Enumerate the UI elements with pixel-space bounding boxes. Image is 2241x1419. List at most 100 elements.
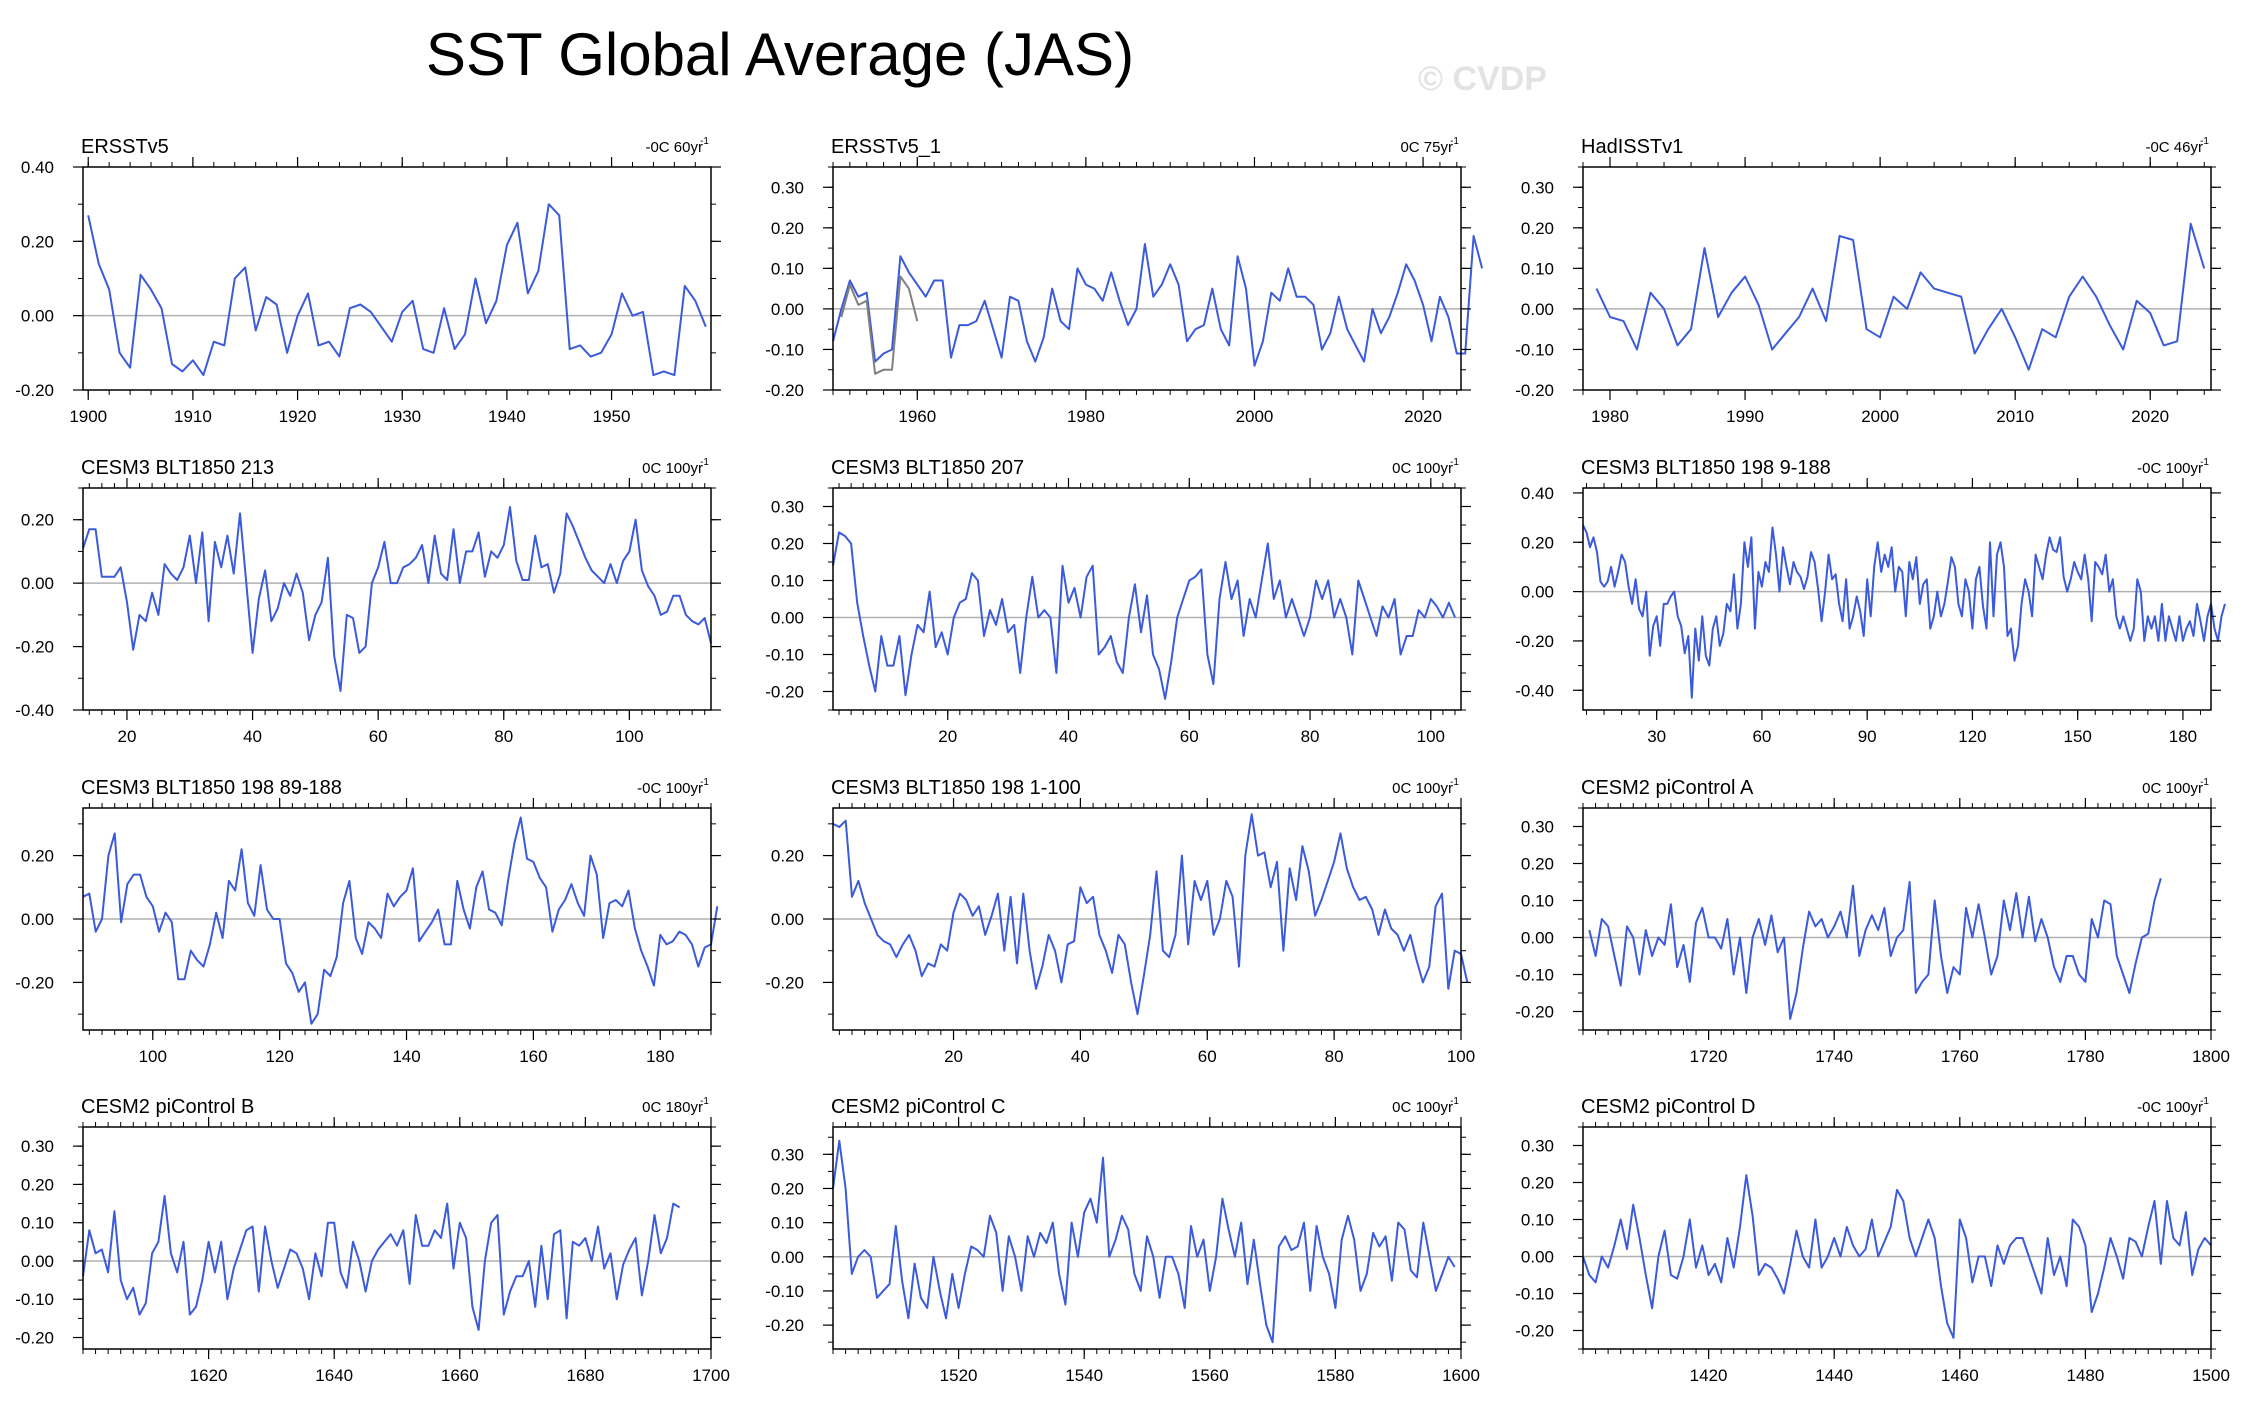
panel-7: CESM3 BLT1850 198 89-188 -0C 100yr-1 100 12… xyxy=(15,777,721,1066)
x-tick-label: 1460 xyxy=(1941,1366,1979,1385)
series-line-1 xyxy=(1582,1174,2212,1339)
y-tick-label: 0.30 xyxy=(771,498,804,517)
y-tick-label: -0.10 xyxy=(15,1290,54,1309)
trend-superscript: -1 xyxy=(2200,136,2209,147)
y-tick-label: 0.20 xyxy=(21,511,54,530)
y-tick-label: 0.00 xyxy=(1521,929,1554,948)
y-tick-label: 0.20 xyxy=(771,1179,804,1198)
y-tick-label: -0.20 xyxy=(1515,381,1554,400)
panel-8: CESM3 BLT1850 198 1-100 0C 100yr-1 20 40 60 8… xyxy=(765,777,1475,1066)
y-tick-label: -0.20 xyxy=(15,973,54,992)
x-tick-label: 80 xyxy=(1325,1047,1344,1066)
x-tick-label: 20 xyxy=(938,727,957,746)
series-line-1 xyxy=(82,506,712,692)
panel-11: CESM2 piControl C 0C 100yr-1 1520 1540 1560 1… xyxy=(765,1096,1480,1385)
trend-label: 0C 100yr xyxy=(1392,780,1453,797)
y-tick-label: -0.10 xyxy=(765,1282,804,1301)
y-tick-label: 0.00 xyxy=(21,307,54,326)
panel-title: CESM2 piControl A xyxy=(1581,777,1754,799)
x-tick-label: 1800 xyxy=(2192,1047,2230,1066)
series-line-1 xyxy=(87,203,707,377)
trend-superscript: -1 xyxy=(2200,1096,2209,1107)
plot-frame xyxy=(832,166,1462,391)
y-tick-label: 0.00 xyxy=(21,910,54,929)
y-tick-label: 0.30 xyxy=(771,178,804,197)
x-tick-label: 40 xyxy=(1071,1047,1090,1066)
x-tick-label: 1720 xyxy=(1690,1047,1728,1066)
x-tick-label: 60 xyxy=(1180,727,1199,746)
x-tick-label: 100 xyxy=(1417,727,1445,746)
y-tick-label: -0.20 xyxy=(1515,1322,1554,1341)
y-tick-label: -0.20 xyxy=(765,973,804,992)
trend-label: 0C 75yr xyxy=(1400,139,1453,156)
x-tick-label: 1950 xyxy=(593,407,631,426)
x-tick-label: 120 xyxy=(1958,727,1986,746)
panel-title: CESM3 BLT1850 207 xyxy=(831,457,1024,479)
y-tick-label: 0.10 xyxy=(1521,892,1554,911)
x-tick-label: 1540 xyxy=(1065,1366,1103,1385)
trend-superscript: -1 xyxy=(2200,777,2209,788)
y-tick-label: 0.00 xyxy=(1521,1248,1554,1267)
x-tick-label: 2000 xyxy=(1861,407,1899,426)
y-tick-label: 0.20 xyxy=(21,847,54,866)
y-tick-label: 0.30 xyxy=(1521,818,1554,837)
trend-superscript: -1 xyxy=(1450,136,1459,147)
plot-frame xyxy=(82,487,712,711)
series-line-1 xyxy=(1582,524,2226,699)
plot-frame xyxy=(1582,807,2212,1031)
x-tick-label: 80 xyxy=(1301,727,1320,746)
y-tick-label: -0.20 xyxy=(15,638,54,657)
y-tick-label: 0.00 xyxy=(771,300,804,319)
x-tick-label: 100 xyxy=(1447,1047,1475,1066)
plot-frame xyxy=(1582,487,2212,711)
y-tick-label: 0.30 xyxy=(21,1137,54,1156)
panel-1: ERSSTv5 -0C 60yr-1 1900 1910 1920 1930 1940 195… xyxy=(15,136,721,426)
y-tick-label: 0.00 xyxy=(1521,583,1554,602)
x-tick-label: 1660 xyxy=(441,1366,479,1385)
panel-3: HadISSTv1 -0C 46yr-1 1980 1990 2000 2010 2020 -… xyxy=(1515,136,2221,426)
trend-label: -0C 46yr xyxy=(2145,139,2203,156)
y-tick-label: -0.40 xyxy=(15,701,54,720)
y-tick-label: 0.00 xyxy=(771,1248,804,1267)
x-tick-label: 1600 xyxy=(1442,1366,1480,1385)
x-tick-label: 1980 xyxy=(1067,407,1105,426)
panel-2: ERSSTv5_1 0C 75yr-1 1960 1980 2000 2020 -0.20 -… xyxy=(765,136,1484,426)
series-line-2 xyxy=(840,275,919,375)
panel-title: CESM3 BLT1850 198 1-100 xyxy=(831,777,1081,799)
trend-label: -0C 100yr xyxy=(637,780,703,797)
x-tick-label: 150 xyxy=(2063,727,2091,746)
x-tick-label: 1700 xyxy=(692,1366,730,1385)
y-tick-label: -0.40 xyxy=(1515,681,1554,700)
panel-5: CESM3 BLT1850 207 0C 100yr-1 20 40 60 80 100 -0… xyxy=(765,457,1471,746)
y-tick-label: 0.20 xyxy=(21,1175,54,1194)
x-tick-label: 30 xyxy=(1647,727,1666,746)
series-line-1 xyxy=(832,531,1456,700)
y-tick-label: -0.20 xyxy=(1515,632,1554,651)
x-tick-label: 40 xyxy=(1059,727,1078,746)
y-tick-label: 0.10 xyxy=(1521,1211,1554,1230)
plot-frame xyxy=(1582,166,2212,391)
y-tick-label: 0.20 xyxy=(1521,1174,1554,1193)
y-tick-label: -0.10 xyxy=(1515,1285,1554,1304)
x-tick-label: 1940 xyxy=(488,407,526,426)
x-tick-label: 180 xyxy=(2169,727,2197,746)
y-tick-label: 0.20 xyxy=(771,847,804,866)
x-tick-label: 20 xyxy=(117,727,136,746)
y-tick-label: 0.40 xyxy=(21,158,54,177)
panel-10: CESM2 piControl B 0C 180yr-1 1620 1640 1660 1… xyxy=(15,1096,730,1385)
plot-frame xyxy=(82,166,712,391)
y-tick-label: 0.30 xyxy=(771,1145,804,1164)
y-tick-label: 0.20 xyxy=(771,219,804,238)
x-tick-label: 160 xyxy=(519,1047,547,1066)
series-line-1 xyxy=(82,816,719,1025)
y-tick-label: 0.10 xyxy=(771,572,804,591)
x-tick-label: 1990 xyxy=(1726,407,1764,426)
x-tick-label: 1580 xyxy=(1316,1366,1354,1385)
x-tick-label: 180 xyxy=(646,1047,674,1066)
panel-title: ERSSTv5 xyxy=(81,136,169,158)
series-line-1 xyxy=(832,234,1484,367)
y-tick-label: -0.20 xyxy=(15,381,54,400)
y-tick-label: 0.20 xyxy=(21,232,54,251)
x-tick-label: 60 xyxy=(1198,1047,1217,1066)
x-tick-label: 1900 xyxy=(69,407,107,426)
